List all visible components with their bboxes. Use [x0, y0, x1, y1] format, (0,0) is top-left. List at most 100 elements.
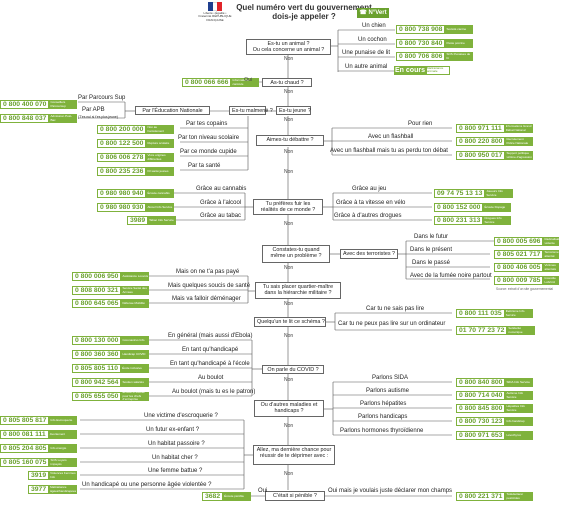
en-cours-label: En cours	[394, 66, 426, 75]
phone-number: 0 800 009 785	[494, 276, 544, 285]
number-general: 0 800 130 000 Coronavirus Info	[72, 336, 150, 345]
label-pas-lire: Car tu ne sais pas lire	[366, 306, 425, 312]
number-cochon: 0 800 730 840 Peste porcine	[396, 39, 474, 48]
non-connector: Non	[284, 56, 294, 62]
service-desc: Hépatites Info Service	[505, 404, 534, 413]
number-sida: 0 800 840 800 SIDA Info Service	[456, 378, 534, 387]
label-passoire: Un habitat passoire ?	[148, 441, 205, 447]
service-desc: SOS Loyers impayés	[49, 458, 78, 467]
label-flashball-debat: Avec un flashball mais tu as perdu ton d…	[330, 148, 448, 154]
question-maladies: Ou d'autres maladies et handicaps ?	[254, 400, 324, 417]
service-desc: Défense Mobilité	[121, 299, 150, 308]
service-desc: Fil santé jeunes	[146, 167, 175, 176]
phone-number: 0 800 714 040	[456, 391, 506, 400]
question-plaint: Tu sais placer quartier-maître dans la h…	[255, 282, 341, 299]
number-sante: 0 800 235 236 Fil santé jeunes	[97, 167, 175, 176]
number-autre-animal: En cours Maltraitance animale	[394, 66, 450, 75]
oui-connector: Oui	[244, 77, 252, 83]
label-apb-note: (T'es nul si t'es plus jeune)	[78, 115, 118, 119]
phone-number: 0 800 971 653	[456, 431, 506, 440]
service-desc: Conseillers Parcoursup	[49, 100, 78, 109]
label-present: Dans le présent	[410, 247, 453, 253]
number-punaise: 0 800 706 806 SOS Punaises de lit	[396, 52, 474, 61]
number-drogues: 0 800 231 313 Drogues Info Service	[434, 216, 512, 225]
label-monde: Par ce monde cupide	[180, 149, 237, 155]
phone-number: 09 74 75 13 13	[434, 189, 486, 198]
question-schema: Quelqu'un te lit ce schéma ?	[254, 317, 326, 327]
phone-number: 0 805 160 075	[0, 458, 50, 467]
service-desc: SIDA Info Service	[505, 378, 534, 387]
phone-number: 0 800 400 070	[0, 100, 50, 109]
number-pour-rien: 0 800 971 111 Informations Grand Débat Na…	[456, 124, 533, 133]
service-desc: Écoute cannabis	[146, 189, 175, 198]
phone-number: 0 800 235 236	[97, 167, 147, 176]
question-education: Par l'Éducation Nationale	[135, 106, 210, 115]
service-desc: Service Santé des Armées	[121, 286, 150, 295]
phone-number: 0 800 738 908	[396, 25, 446, 34]
number-pas-lire: 0 800 111 035 Illettrisme Info Service	[456, 309, 533, 318]
number-passoire: 0 805 204 805 Info énergie	[0, 444, 78, 453]
number-monde: 0 806 006 278 Vivre origines différentes	[97, 153, 175, 162]
service-desc: SOS Punaises de lit	[445, 52, 474, 61]
service-desc: Écoute & soutien pour les chefs d'entrep…	[121, 392, 150, 401]
service-desc: Info énergie	[49, 444, 78, 453]
french-flag-icon	[208, 2, 223, 11]
label-sante: Par ta santé	[188, 163, 221, 169]
label-oui: Oui	[258, 488, 268, 494]
number-present: 0 805 021 717 Terrorisme attentat	[494, 250, 560, 259]
label-ecole: En tant qu'handicapé à l'école	[170, 361, 250, 367]
phone-number: 3919	[28, 471, 50, 480]
non-connector: Non	[284, 169, 294, 175]
service-desc: Autisme Info Service	[505, 391, 534, 400]
number-fumee: 0 800 009 785 Incendie Lubrizol	[494, 276, 560, 285]
phone-number: 0 800 152 000	[434, 203, 484, 212]
phone-number: 0 800 122 500	[97, 139, 147, 148]
question-animal: Es-tu un animal ? Ou cela concerne un an…	[246, 39, 331, 55]
non-connector: Non	[284, 89, 294, 95]
phone-number: 0 805 655 050	[72, 392, 122, 401]
service-desc: Alcool Info Service	[146, 203, 175, 212]
service-desc: Coronavirus Info	[121, 336, 150, 345]
number-niveau: 0 800 122 500 Rupture scolaire	[97, 139, 175, 148]
phone-number: 0 980 980 940	[97, 189, 147, 198]
label-chien: Un chien	[362, 23, 386, 29]
label-sida: Parlons SIDA	[372, 375, 409, 381]
number-ex-enfant: 0 800 081 111 Avortement	[0, 430, 77, 439]
phone-number: 0 800 730 840	[396, 39, 446, 48]
service-desc: Maltraitance animale	[426, 66, 450, 75]
non-connector: Non	[284, 333, 294, 339]
phone-number: 0 800 845 800	[456, 404, 506, 413]
question-chaud: As-tu chaud ?	[262, 78, 312, 87]
label-general: En général (mais aussi d'Ebola)	[168, 333, 253, 339]
phone-number: 0 800 645 065	[72, 299, 122, 308]
service-desc: Maltraitance âgées/handicapées	[49, 485, 78, 494]
label-cher: Un habitat cher ?	[152, 455, 198, 461]
number-oui: 3682 Écoute pénible	[202, 492, 252, 501]
number-chien: 0 800 738 908 Société canine	[396, 25, 474, 34]
phone-number: 0 800 706 806	[396, 52, 446, 61]
number-handicaps: 0 800 730 123 Info handicap	[456, 417, 534, 426]
service-desc: Drogues Info Service	[483, 216, 512, 225]
label-autisme: Parlons autisme	[366, 388, 410, 394]
number-flashball-debat: 0 800 950 017 Support politique victime d…	[456, 151, 534, 160]
number-chaud: 0 800 066 666 Informations canicule	[182, 78, 260, 87]
number-demenager: 0 800 645 065 Défense Mobilité	[72, 299, 150, 308]
label-tabac: Grâce au tabac	[200, 213, 242, 219]
service-desc: Illettrisme Info Service	[504, 309, 533, 318]
number-copains: 0 800 200 000 Non au harcèlement	[97, 125, 175, 134]
title-line-2: dois-je appeler ?	[272, 12, 336, 21]
service-desc: Victimes attentats	[543, 263, 560, 272]
number-conseillers: 0 800 400 070 Conseillers Parcoursup	[0, 100, 78, 109]
phone-number: 0 805 805 110	[72, 364, 122, 373]
number-autisme: 0 800 714 040 Autisme Info Service	[456, 391, 534, 400]
question-penible: C'était si pénible ?	[265, 491, 325, 501]
service-desc: Lévothyrox	[505, 431, 534, 440]
label-niveau: Par ton niveau scolaire	[178, 135, 240, 141]
service-desc: Terrorisme attentat	[543, 250, 560, 259]
label-hepatites: Parlons hépatites	[360, 401, 407, 407]
phone-number: 0 980 980 930	[97, 203, 147, 212]
number-ecole: 0 805 805 110 École inclusive	[72, 364, 150, 373]
numero-vert-label: N°Vert	[368, 10, 387, 16]
phone-number: 0 800 220 800	[456, 137, 506, 146]
number-pas-paye: 0 800 006 950 Assistance Louvois	[72, 272, 150, 281]
